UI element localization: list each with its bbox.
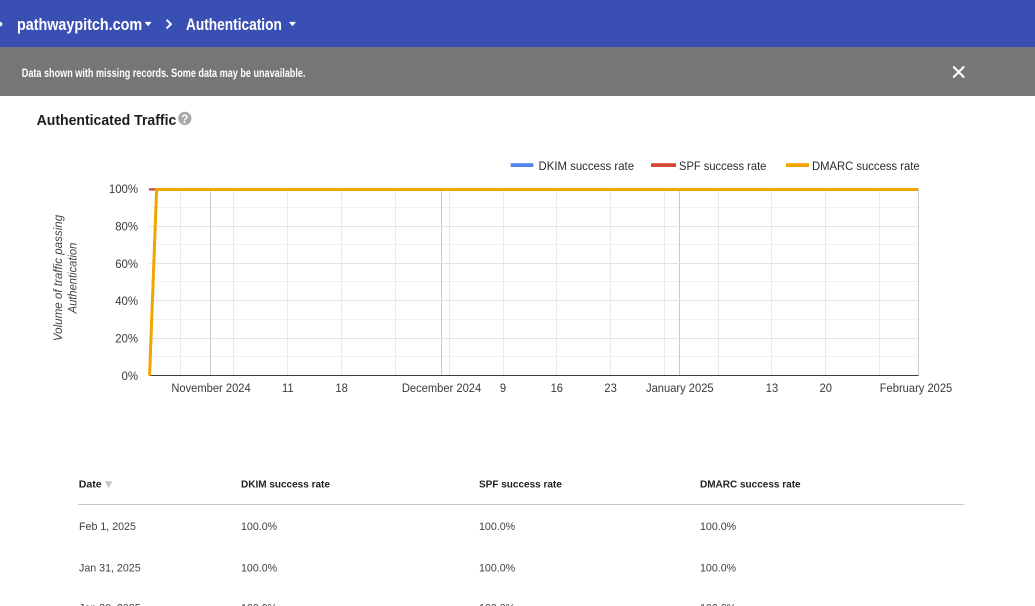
svg-text:11: 11 [282, 383, 294, 395]
svg-text:100.0%: 100.0% [479, 521, 516, 533]
svg-text:SPF success rate: SPF success rate [679, 161, 766, 173]
svg-text:23: 23 [604, 383, 616, 395]
svg-text:13: 13 [766, 383, 778, 395]
svg-text:100.0%: 100.0% [700, 521, 737, 533]
svg-text:Authenticated Traffic: Authenticated Traffic [37, 113, 177, 129]
svg-text:Authentication: Authentication [186, 16, 282, 34]
svg-text:0%: 0% [122, 370, 138, 383]
svg-text:100.0%: 100.0% [241, 602, 278, 606]
svg-text:February 2025: February 2025 [880, 383, 953, 395]
svg-text:DMARC success rate: DMARC success rate [812, 160, 920, 173]
svg-text:100.0%: 100.0% [241, 562, 278, 574]
svg-text:Feb 1, 2025: Feb 1, 2025 [79, 521, 136, 533]
svg-text:60%: 60% [115, 258, 138, 271]
svg-text:100.0%: 100.0% [700, 562, 737, 574]
svg-text:Data shown with missing record: Data shown with missing records. Some da… [22, 68, 306, 80]
svg-text:Date: Date [79, 480, 102, 491]
svg-text:Jan 30, 2025: Jan 30, 2025 [79, 602, 141, 606]
svg-text:100.0%: 100.0% [700, 602, 737, 606]
svg-text:20%: 20% [115, 332, 138, 345]
svg-text:pathwaypitch.com: pathwaypitch.com [17, 16, 142, 34]
svg-text:100.0%: 100.0% [241, 521, 278, 533]
svg-text:SPF success rate: SPF success rate [479, 480, 562, 491]
svg-text:DMARC success rate: DMARC success rate [700, 480, 801, 491]
svg-text:16: 16 [551, 383, 563, 395]
svg-text:100.0%: 100.0% [479, 602, 516, 606]
svg-text:100%: 100% [109, 183, 138, 196]
svg-text:Authentication: Authentication [67, 243, 79, 315]
svg-text:Volume of traffic passing: Volume of traffic passing [52, 214, 65, 341]
svg-text:Jan 31, 2025: Jan 31, 2025 [79, 562, 141, 574]
svg-text:18: 18 [335, 383, 347, 395]
svg-text:80%: 80% [115, 220, 138, 233]
svg-text:20: 20 [819, 383, 831, 395]
svg-text:?: ? [181, 114, 188, 126]
svg-text:December 2024: December 2024 [402, 383, 482, 395]
svg-text:November 2024: November 2024 [171, 383, 251, 395]
svg-text:40%: 40% [115, 295, 138, 308]
svg-text:January 2025: January 2025 [646, 383, 714, 395]
svg-text:DKIM success rate: DKIM success rate [539, 160, 635, 173]
svg-text:DKIM success rate: DKIM success rate [241, 480, 330, 491]
svg-text:9: 9 [500, 383, 506, 395]
svg-text:100.0%: 100.0% [479, 562, 516, 574]
